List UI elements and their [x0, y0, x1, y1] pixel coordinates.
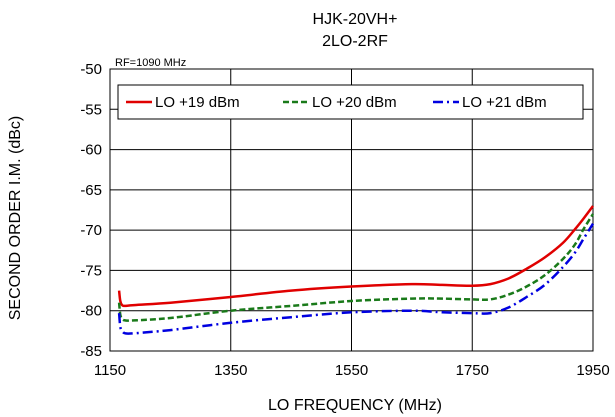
y-tick-label: -60 — [80, 142, 102, 159]
x-tick-label: 1750 — [456, 362, 489, 379]
y-tick-label: -80 — [80, 303, 102, 320]
legend: LO +19 dBm LO +20 dBm LO +21 dBm — [117, 84, 584, 120]
y-axis-label: SECOND ORDER I.M. (dBc) — [7, 116, 24, 320]
x-axis-label: LO FREQUENCY (MHz) — [268, 397, 442, 414]
x-tick-label: 1550 — [335, 362, 368, 379]
y-tick-label: -50 — [80, 61, 102, 78]
x-axis-ticks: 1150 1350 1550 1750 1950 — [94, 362, 610, 379]
y-tick-label: -55 — [80, 101, 102, 118]
y-tick-label: -75 — [80, 262, 102, 279]
legend-box — [117, 84, 584, 120]
series-line-3 — [117, 223, 595, 335]
x-tick-label: 1150 — [94, 362, 126, 379]
series-line-1 — [117, 205, 595, 308]
y-tick-label: -65 — [80, 182, 102, 199]
legend-label-1: LO +19 dBm — [155, 94, 240, 111]
series-lines — [117, 205, 595, 335]
plot-area — [109, 68, 594, 352]
chart-subtitle: 2LO-2RF — [322, 33, 388, 50]
chart-title: HJK-20VH+ — [313, 11, 398, 28]
rf-annotation: RF=1090 MHz — [115, 57, 186, 69]
series-line-2 — [117, 213, 595, 322]
legend-label-2: LO +20 dBm — [312, 94, 397, 111]
y-axis-ticks: -50 -55 -60 -65 -70 -75 -80 -85 — [80, 61, 102, 360]
legend-label-3: LO +21 dBm — [462, 94, 547, 111]
x-tick-label: 1950 — [576, 362, 609, 379]
x-tick-label: 1350 — [214, 362, 247, 379]
y-tick-label: -85 — [80, 343, 102, 360]
y-tick-label: -70 — [80, 222, 102, 239]
